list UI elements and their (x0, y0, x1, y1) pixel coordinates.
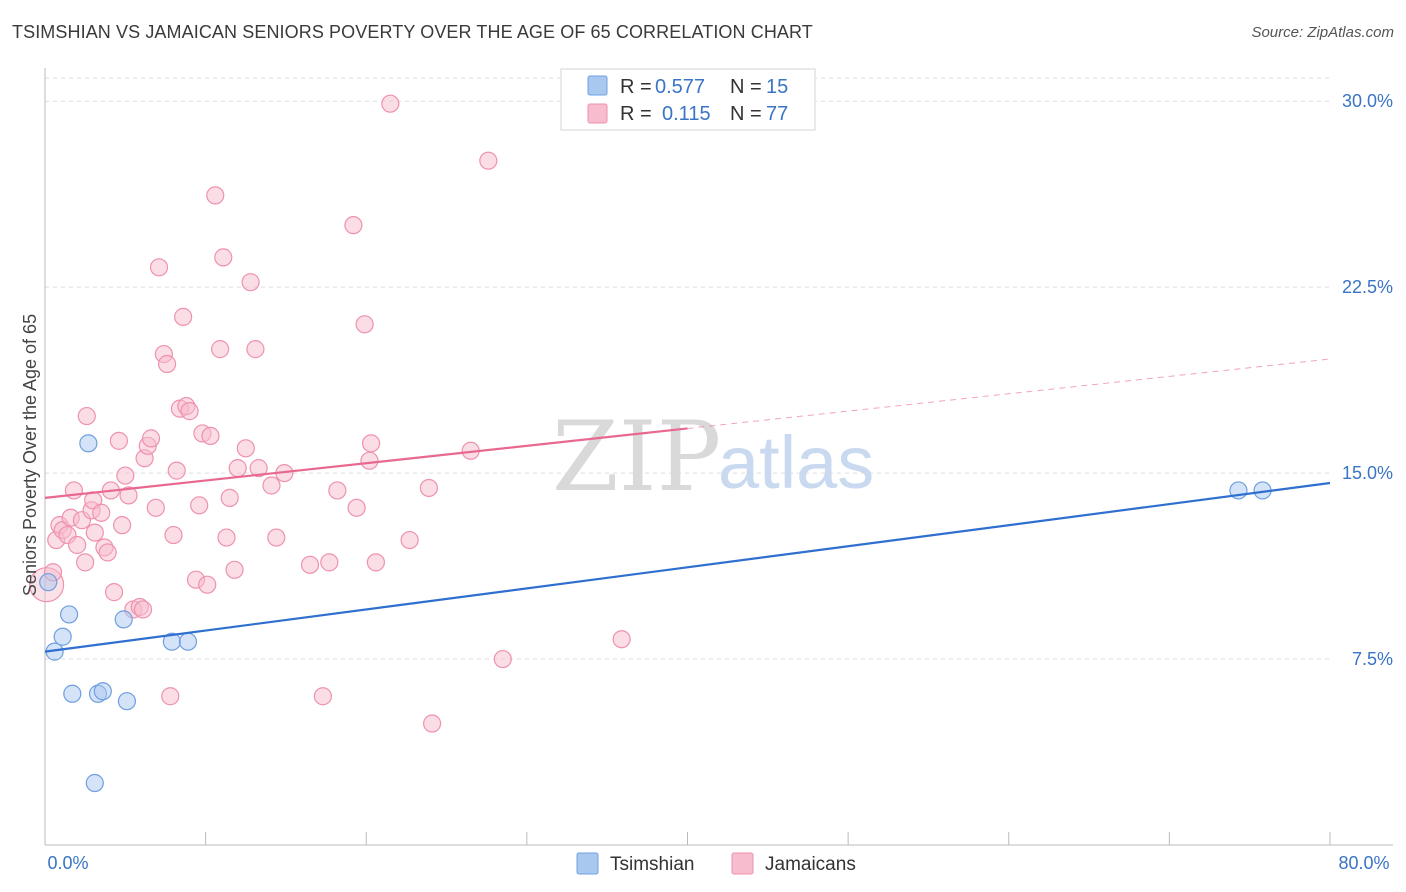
jamaicans-point (180, 402, 199, 421)
legend-swatch-tsimshian (587, 75, 608, 96)
bottom-legend-swatch-jamaicans (731, 852, 754, 875)
jamaicans-point (77, 406, 96, 426)
jamaicans-point (328, 481, 347, 500)
jamaicans-point (355, 315, 374, 334)
legend-n-label-tsimshian: N = (730, 76, 762, 98)
jamaicans-point (201, 426, 220, 446)
y-tick-label: 15.0% (1342, 463, 1393, 483)
jamaicans-point (419, 478, 438, 498)
tsimshian-point (39, 573, 58, 592)
jamaicans-point (76, 553, 95, 572)
jamaicans-point (68, 535, 87, 555)
bottom-legend-label-tsimshian: Tsimshian (610, 854, 694, 875)
jamaicans-point (400, 530, 419, 550)
jamaicans-point (174, 307, 193, 326)
tsimshian-point (93, 682, 112, 701)
jamaicans-point (198, 575, 217, 594)
legend-swatch-jamaicans (587, 103, 608, 124)
chart-title: TSIMSHIAN VS JAMAICAN SENIORS POVERTY OV… (12, 22, 813, 42)
jamaicans-point (236, 439, 255, 458)
source-label: Source: ZipAtlas.com (1251, 24, 1394, 41)
watermark-zip: ZIP (552, 401, 721, 513)
legend-n-value-tsimshian: 15 (766, 76, 788, 98)
jamaicans-point (85, 523, 104, 542)
tsimshian-point (114, 610, 133, 629)
jamaicans-point (119, 486, 138, 505)
bottom-legend-swatch-tsimshian (576, 852, 599, 875)
legend-r-value-tsimshian: 0.577 (655, 76, 705, 98)
jamaicans-point (313, 687, 332, 706)
legend-n-value-jamaicans: 77 (766, 103, 788, 125)
jamaicans-point (190, 496, 209, 515)
jamaicans-point (246, 340, 265, 359)
jamaicans-point (225, 560, 244, 579)
jamaicans-point (220, 488, 239, 507)
jamaicans-point (98, 543, 117, 562)
legend-r-label-jamaicans: R = (620, 103, 652, 125)
y-axis-title: Seniors Poverty Over the Age of 65 (20, 314, 40, 596)
tsimshian-point (59, 605, 79, 624)
legend-r-value-jamaicans: 0.115 (662, 103, 711, 125)
jamaicans-point (206, 186, 225, 205)
axis-layer: 7.5% 15.0% 22.5% 30.0% (44, 68, 1393, 846)
jamaicans-point (228, 459, 247, 478)
x-tick-label-min: 0.0% (47, 853, 88, 873)
jamaicans-point (104, 583, 124, 602)
tsimshian-point (85, 773, 104, 793)
tsimshian-point (79, 434, 98, 453)
jamaicans-point (267, 528, 286, 547)
tsimshian-point (53, 627, 72, 646)
jamaicans-point (262, 476, 281, 495)
jamaicans-point (157, 354, 177, 374)
jamaicans-point (241, 273, 260, 292)
jamaicans-point (133, 600, 153, 619)
jamaicans-point (366, 553, 385, 572)
jamaicans-point (141, 429, 161, 448)
tsimshian-point (117, 692, 137, 711)
jamaicans-point (423, 714, 442, 733)
jamaicans-point (344, 216, 363, 235)
points-layer (29, 94, 1272, 793)
jamaicans-point (112, 516, 132, 535)
y-tick-label: 30.0% (1342, 91, 1393, 111)
jamaicans-point (214, 248, 233, 267)
jamaicans-point (164, 525, 183, 545)
y-tick-label: 7.5% (1352, 649, 1393, 669)
jamaicans-point (149, 258, 169, 277)
jamaicans-point (493, 649, 512, 669)
jamaicans-trendline-extension (687, 358, 1331, 429)
watermark-atlas: atlas (718, 421, 874, 504)
jamaicans-point (320, 553, 339, 572)
jamaicans-point (109, 431, 128, 450)
jamaicans-point (249, 459, 268, 478)
jamaicans-point (381, 94, 400, 113)
jamaicans-point (146, 498, 165, 517)
trend-layer (44, 358, 1331, 653)
jamaicans-point (161, 687, 180, 706)
jamaicans-point (217, 528, 236, 547)
jamaicans-point (479, 151, 498, 170)
jamaicans-point (210, 340, 230, 359)
watermark: ZIP atlas (552, 401, 874, 513)
series-legend: Tsimshian Jamaicans (576, 852, 856, 875)
jamaicans-point (116, 466, 135, 485)
tsimshian-point (63, 684, 82, 703)
stats-legend: R = 0.577 N = 15 R = 0.115 N = 77 (560, 68, 816, 131)
jamaicans-point (347, 498, 366, 517)
legend-r-label-tsimshian: R = (620, 76, 652, 98)
tsimshian-trendline (44, 481, 1331, 653)
jamaicans-point (361, 434, 381, 453)
jamaicans-point (360, 451, 379, 470)
jamaicans-point (612, 630, 631, 649)
legend-n-label-jamaicans: N = (730, 103, 762, 125)
y-tick-label: 22.5% (1342, 277, 1393, 297)
bottom-legend-label-jamaicans: Jamaicans (765, 854, 856, 875)
tsimshian-point (178, 632, 198, 651)
x-tick-label-max: 80.0% (1338, 853, 1389, 873)
jamaicans-point (92, 503, 111, 522)
jamaicans-point (300, 555, 320, 574)
jamaicans-trendline (44, 427, 688, 499)
jamaicans-point (167, 461, 186, 480)
